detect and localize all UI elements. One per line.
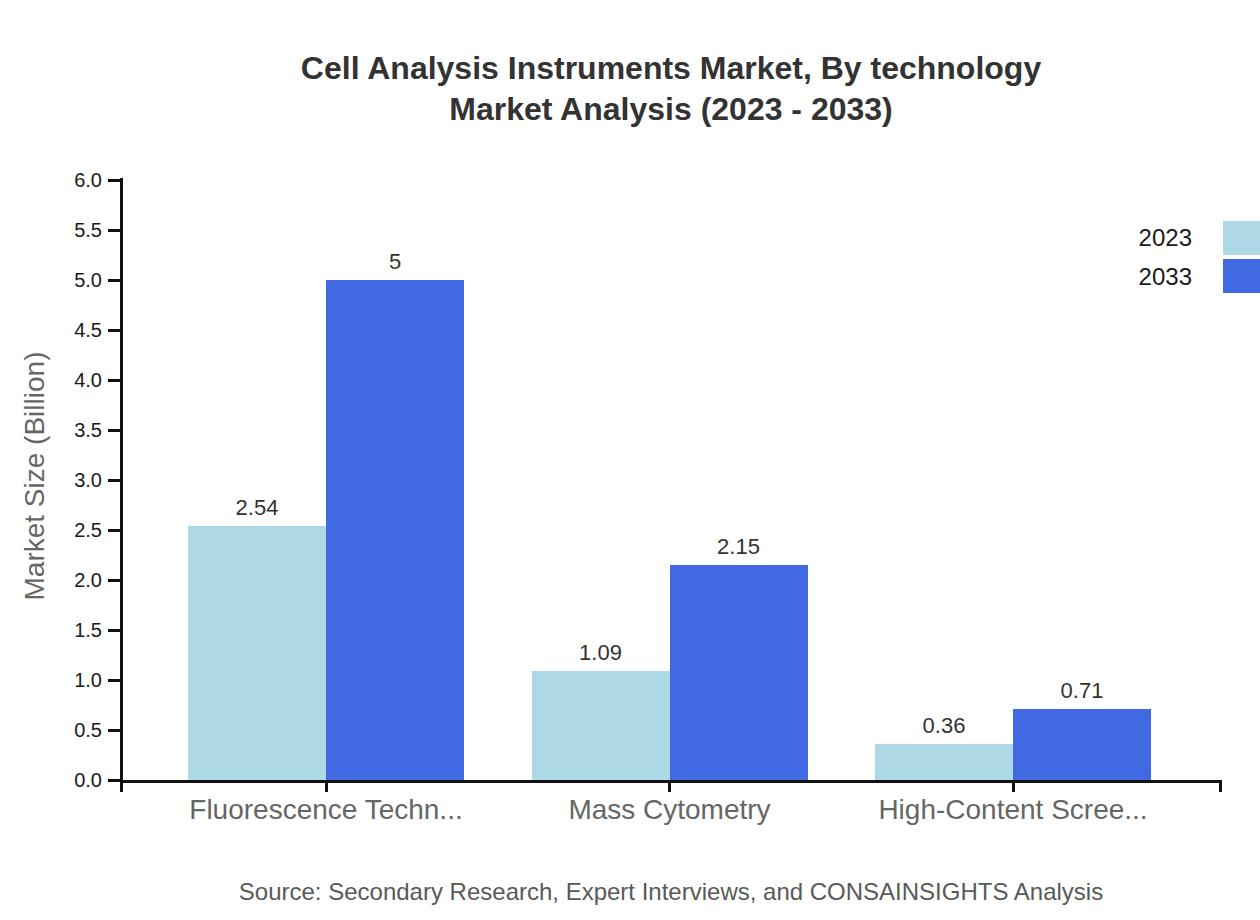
x-axis-tick	[325, 780, 328, 792]
y-axis-tick	[108, 629, 120, 632]
x-axis-tick	[668, 780, 671, 792]
y-axis-tick-label: 2.5	[32, 517, 102, 543]
y-axis-tick-label: 2.0	[32, 567, 102, 593]
bar-2023-3	[875, 744, 1013, 780]
bar-2023-2	[532, 671, 670, 780]
y-axis-tick	[108, 679, 120, 682]
chart-title-line2: Market Analysis (2023 - 2033)	[41, 89, 1260, 130]
y-axis-tick	[108, 429, 120, 432]
bar-value-label: 2.54	[187, 495, 327, 521]
y-axis-tick-label: 5.0	[32, 267, 102, 293]
x-axis-line	[120, 780, 1222, 783]
y-axis-tick	[108, 329, 120, 332]
bar-2033-2	[670, 565, 808, 780]
x-axis-tick	[1012, 780, 1015, 792]
y-axis-tick-label: 3.0	[32, 467, 102, 493]
bar-2033-1	[326, 280, 464, 780]
bar-2023-1	[188, 526, 326, 780]
bar-value-label: 5	[325, 249, 465, 275]
chart-page: Cell Analysis Instruments Market, By tec…	[0, 0, 1260, 920]
y-axis-tick-label: 4.5	[32, 317, 102, 343]
x-axis-end-tick	[1219, 780, 1222, 792]
y-axis-tick	[108, 229, 120, 232]
bar-2033-3	[1013, 709, 1151, 780]
legend-item-swatch	[1223, 221, 1260, 255]
y-axis-tick	[108, 379, 120, 382]
y-axis-tick	[108, 279, 120, 282]
y-axis-tick	[108, 729, 120, 732]
bar-value-label: 0.36	[874, 713, 1014, 739]
chart-title: Cell Analysis Instruments Market, By tec…	[41, 48, 1260, 130]
y-axis-tick-label: 1.0	[32, 667, 102, 693]
source-note: Source: Secondary Research, Expert Inter…	[41, 878, 1260, 906]
y-axis-tick	[108, 479, 120, 482]
y-axis-tick-label: 6.0	[32, 167, 102, 193]
y-axis-tick-label: 1.5	[32, 617, 102, 643]
bar-value-label: 2.15	[669, 534, 809, 560]
legend-item-label: 2033	[1032, 262, 1192, 292]
y-axis-tick-label: 3.5	[32, 417, 102, 443]
y-axis-tick-label: 0.0	[32, 767, 102, 793]
y-axis-line	[120, 178, 123, 792]
legend-item-label: 2023	[1032, 223, 1192, 253]
chart-title-line1: Cell Analysis Instruments Market, By tec…	[41, 48, 1260, 89]
y-axis-tick	[108, 579, 120, 582]
y-axis-tick-label: 5.5	[32, 217, 102, 243]
y-axis-tick	[108, 179, 120, 182]
y-axis-tick	[108, 529, 120, 532]
y-axis-tick-label: 0.5	[32, 717, 102, 743]
y-axis-tick	[108, 779, 120, 782]
bar-value-label: 0.71	[1012, 678, 1152, 704]
x-category-label: High-Content Scree...	[793, 795, 1233, 825]
bar-value-label: 1.09	[531, 640, 671, 666]
legend-item-swatch	[1223, 259, 1260, 293]
y-axis-tick-label: 4.0	[32, 367, 102, 393]
